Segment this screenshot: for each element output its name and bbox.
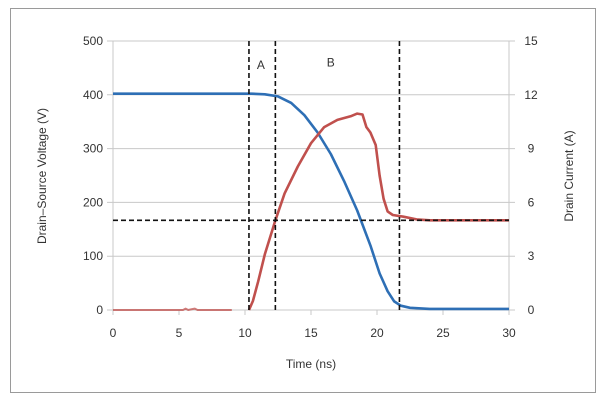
y2-tick-label: 9 <box>528 142 535 156</box>
x-tick-label: 5 <box>176 326 183 340</box>
series-line-drain-source-voltage <box>113 92 509 311</box>
y2-tick-label: 3 <box>528 249 535 263</box>
y-tick-label: 400 <box>83 88 103 102</box>
series-line-drain-current <box>247 112 509 311</box>
y-tick-label: 100 <box>83 249 103 263</box>
y2-tick-label: 0 <box>528 303 535 317</box>
series-line-drain-current <box>113 307 232 311</box>
y-tick-label: 500 <box>83 34 103 48</box>
y-axis-label: Drain–Source Voltage (V) <box>35 108 49 244</box>
x-tick-label: 15 <box>304 326 318 340</box>
y2-tick-label: 15 <box>524 34 538 48</box>
y2-tick-label: 12 <box>524 88 538 102</box>
y-tick-label: 200 <box>83 195 103 209</box>
x-tick-label: 20 <box>370 326 384 340</box>
x-tick-label: 30 <box>502 326 516 340</box>
y2-tick-label: 6 <box>528 195 535 209</box>
x-tick-label: 0 <box>110 326 117 340</box>
x-axis-label: Time (ns) <box>286 357 336 371</box>
region-label-a: A <box>257 58 265 72</box>
chart-frame <box>10 8 596 393</box>
region-label-b: B <box>327 56 335 70</box>
x-tick-label: 10 <box>238 326 252 340</box>
y-tick-label: 0 <box>96 303 103 317</box>
y2-axis-label: Drain Current (A) <box>562 130 576 221</box>
x-tick-label: 25 <box>436 326 450 340</box>
y-tick-label: 300 <box>83 142 103 156</box>
